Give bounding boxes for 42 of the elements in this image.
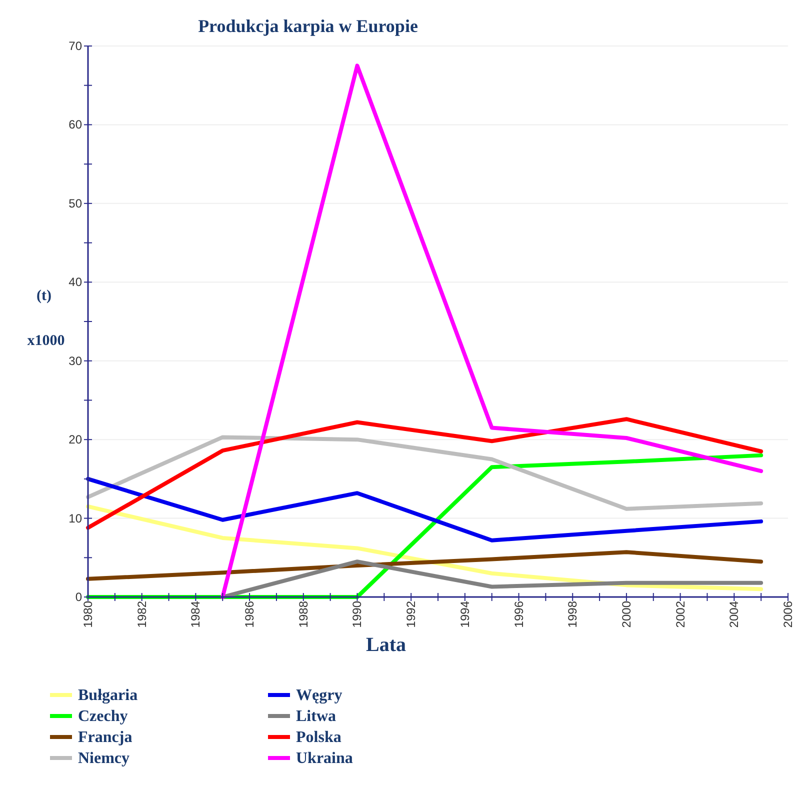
line-series <box>86 476 764 542</box>
legend-label: Ukraina <box>296 750 353 767</box>
y-tick-label: 60 <box>68 118 82 132</box>
line-series <box>220 64 764 599</box>
x-tick-label: 1994 <box>458 600 472 628</box>
legend-label: Francja <box>78 729 132 746</box>
y-tick-label: 30 <box>68 354 82 368</box>
x-axis-title: Lata <box>366 634 406 656</box>
legend-label: Litwa <box>296 708 336 725</box>
legend-label: Węgry <box>296 687 342 704</box>
x-tick-label: 1986 <box>242 600 257 628</box>
x-tick-label: 2002 <box>673 600 688 628</box>
line-series <box>86 504 764 592</box>
x-tick-label: 1980 <box>81 600 95 628</box>
chart-title: Produkcja karpia w Europie <box>198 16 418 36</box>
line-series <box>86 453 764 599</box>
y-axis-title: (t) <box>36 288 52 304</box>
text: x1000 <box>27 333 65 349</box>
y-tick-label: 20 <box>68 432 82 447</box>
legend-label: Niemcy <box>78 750 130 767</box>
y-tick-label: 40 <box>68 275 82 290</box>
legend-label: Bułgaria <box>78 687 138 704</box>
x-tick-label: 2000 <box>619 600 634 628</box>
line-series <box>86 550 764 581</box>
line-series <box>86 417 764 530</box>
line-series <box>86 435 764 511</box>
x-tick-label: 1984 <box>188 600 203 628</box>
x-tick-label: 1988 <box>296 600 310 628</box>
x-tick-label: 1992 <box>404 600 418 628</box>
y-tick-label: 50 <box>68 196 82 210</box>
y-tick-label: 0 <box>75 590 82 604</box>
line-series <box>220 560 764 599</box>
x-tick-label: 2004 <box>727 600 742 628</box>
x-tick-label: 2006 <box>781 600 795 628</box>
x-tick-label: 1990 <box>350 600 364 628</box>
y-tick-label: 70 <box>68 39 82 53</box>
x-tick-label: 1996 <box>512 600 526 628</box>
legend-label: Polska <box>296 729 342 746</box>
legend-label: Czechy <box>78 708 128 725</box>
x-tick-label: 1998 <box>566 600 580 628</box>
x-tick-label: 1982 <box>134 600 149 628</box>
y-tick-label: 10 <box>68 511 82 526</box>
